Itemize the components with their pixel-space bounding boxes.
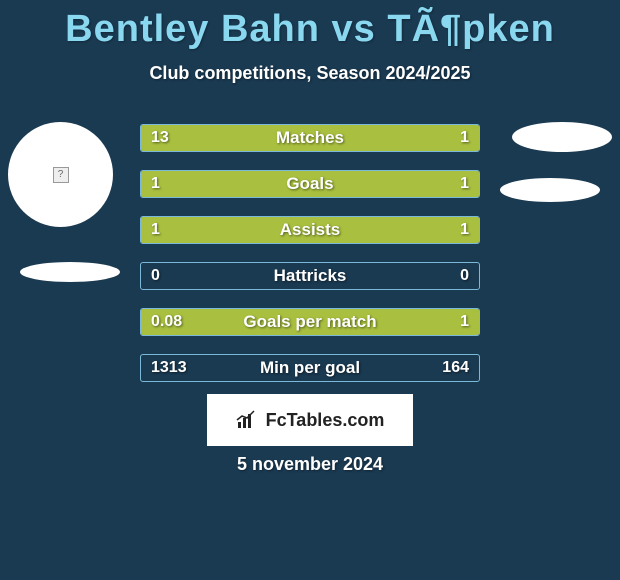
player-right-avatar: [512, 122, 612, 152]
stat-row: 1 Goals 1: [140, 170, 480, 198]
stat-left-value: 13: [151, 129, 169, 147]
stat-right-value: 1: [460, 129, 469, 147]
player-right-shadow: [500, 178, 600, 202]
stat-left-value: 1: [151, 175, 160, 193]
player-left-shadow: [20, 262, 120, 282]
date-label: 5 november 2024: [237, 454, 383, 475]
stat-right-value: 1: [460, 313, 469, 331]
stat-label: Matches: [276, 128, 344, 148]
player-left-avatar: ?: [8, 122, 113, 227]
branding-box: FcTables.com: [207, 394, 413, 446]
stat-left-value: 0: [151, 267, 160, 285]
stat-row: 1 Assists 1: [140, 216, 480, 244]
stat-label: Goals per match: [243, 312, 376, 332]
stat-right-value: 1: [460, 175, 469, 193]
stat-right-value: 164: [442, 359, 469, 377]
stat-left-value: 0.08: [151, 313, 182, 331]
stat-row: 13 Matches 1: [140, 124, 480, 152]
stat-label: Hattricks: [274, 266, 347, 286]
stat-row: 1313 Min per goal 164: [140, 354, 480, 382]
page-title: Bentley Bahn vs TÃ¶pken: [0, 0, 620, 51]
stat-left-value: 1: [151, 221, 160, 239]
chart-icon: [236, 410, 260, 430]
stat-label: Goals: [286, 174, 333, 194]
image-placeholder-icon: ?: [53, 167, 69, 183]
stat-bar-left: [141, 125, 405, 151]
subtitle: Club competitions, Season 2024/2025: [0, 63, 620, 84]
branding-text: FcTables.com: [266, 410, 385, 431]
stat-row: 0 Hattricks 0: [140, 262, 480, 290]
stat-row: 0.08 Goals per match 1: [140, 308, 480, 336]
stat-label: Assists: [280, 220, 340, 240]
stat-right-value: 1: [460, 221, 469, 239]
stat-left-value: 1313: [151, 359, 187, 377]
stat-label: Min per goal: [260, 358, 360, 378]
stats-container: 13 Matches 1 1 Goals 1 1 Assists 1 0 Hat…: [140, 124, 480, 400]
stat-right-value: 0: [460, 267, 469, 285]
